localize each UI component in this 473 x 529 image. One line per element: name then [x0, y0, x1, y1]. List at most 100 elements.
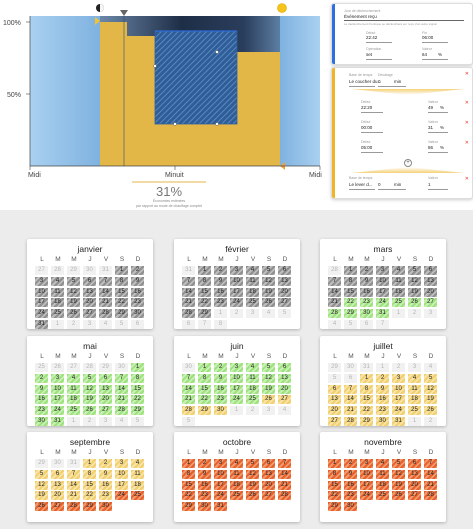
calendar-day[interactable]: 29	[360, 417, 373, 426]
calendar-day[interactable]: 28	[424, 491, 437, 501]
calendar-day[interactable]: 24	[115, 491, 128, 501]
calendar-day[interactable]: 13	[83, 287, 96, 297]
calendar-day[interactable]: 27	[328, 417, 341, 426]
calendar-day[interactable]: 12	[262, 276, 275, 286]
calendar-day[interactable]: 15	[328, 480, 341, 490]
calendar-day[interactable]: 6	[424, 266, 437, 275]
offset-input[interactable]: 0	[378, 79, 381, 84]
calendar-day[interactable]: 28	[99, 309, 112, 319]
calendar-day[interactable]: 12	[408, 276, 421, 286]
remove-row-4-icon[interactable]: ✕	[464, 140, 469, 146]
calendar-day[interactable]: 29	[131, 406, 144, 416]
calendar-day[interactable]: 24	[392, 406, 405, 416]
calendar-day[interactable]: 26	[262, 395, 275, 405]
ref-select[interactable]: Le coucher du...	[349, 79, 382, 84]
calendar-day[interactable]: 30	[214, 406, 227, 416]
calendar-day[interactable]: 4	[67, 373, 80, 383]
calendar-day[interactable]: 27	[83, 309, 96, 319]
calendar-day[interactable]: 25	[230, 491, 243, 501]
calendar-day[interactable]: 29	[83, 502, 96, 512]
calendar-day[interactable]: 27	[424, 298, 437, 308]
calendar-day[interactable]: 12	[83, 384, 96, 394]
calendar-day[interactable]: 19	[262, 287, 275, 297]
calendar-day[interactable]: 15	[83, 480, 96, 490]
calendar-day[interactable]: 4	[230, 459, 243, 468]
calendar-day[interactable]: 11	[376, 469, 389, 479]
calendar-day[interactable]: 10	[35, 287, 48, 297]
calendar-day[interactable]: 19	[35, 491, 48, 501]
calendar-day[interactable]: 18	[392, 287, 405, 297]
calendar-day[interactable]: 13	[424, 276, 437, 286]
calendar-day[interactable]: 4	[131, 459, 144, 468]
calendar-day[interactable]: 13	[262, 469, 275, 479]
calendar-day[interactable]: 22	[360, 406, 373, 416]
calendar-day[interactable]: 29	[182, 502, 195, 512]
operation-select[interactable]: set	[366, 52, 373, 57]
calendar-day[interactable]: 16	[214, 287, 227, 297]
calendar-day[interactable]: 20	[99, 395, 112, 405]
calendar-day[interactable]: 16	[198, 480, 211, 490]
calendar-day[interactable]: 15	[182, 480, 195, 490]
calendar-day[interactable]: 4	[392, 266, 405, 275]
calendar-day[interactable]: 19	[67, 298, 80, 308]
calendar-day[interactable]: 30	[376, 417, 389, 426]
calendar-day[interactable]: 23	[376, 406, 389, 416]
calendar-day[interactable]: 27	[408, 491, 421, 501]
calendar-day[interactable]: 14	[328, 287, 341, 297]
calendar-day[interactable]: 21	[115, 395, 128, 405]
calendar-day[interactable]: 18	[408, 395, 421, 405]
calendar-day[interactable]: 22	[328, 491, 341, 501]
row1-value-input[interactable]: 49	[428, 105, 434, 110]
calendar-day[interactable]: 19	[83, 395, 96, 405]
remove-row-5-icon[interactable]: ✕	[464, 176, 469, 182]
calendar-day[interactable]: 26	[246, 491, 259, 501]
end-value-input[interactable]: 1	[428, 182, 431, 187]
ref2-select[interactable]: Le lever d...	[349, 182, 373, 187]
calendar-day[interactable]: 12	[246, 469, 259, 479]
calendar-day[interactable]: 9	[214, 373, 227, 383]
calendar-day[interactable]: 17	[51, 395, 64, 405]
calendar-day[interactable]: 7	[278, 459, 291, 468]
calendar-day[interactable]: 20	[328, 406, 341, 416]
calendar-day[interactable]: 10	[214, 469, 227, 479]
calendar-day[interactable]: 20	[278, 287, 291, 297]
calendar-day[interactable]: 31	[214, 502, 227, 512]
row3-time-input[interactable]: 05:00	[361, 145, 373, 150]
calendar-day[interactable]: 23	[198, 491, 211, 501]
calendar-day[interactable]: 9	[376, 384, 389, 394]
calendar-day[interactable]: 17	[392, 395, 405, 405]
calendar-day[interactable]: 9	[360, 276, 373, 286]
calendar-day[interactable]: 14	[424, 469, 437, 479]
calendar-day[interactable]: 26	[408, 298, 421, 308]
calendar-day[interactable]: 5	[392, 459, 405, 468]
start-input[interactable]: 22:42	[366, 35, 378, 40]
calendar-day[interactable]: 4	[408, 373, 421, 383]
remove-row-2-icon[interactable]: ✕	[464, 100, 469, 106]
calendar-day[interactable]: 30	[198, 502, 211, 512]
calendar-day[interactable]: 5	[246, 459, 259, 468]
offset2-input[interactable]: 0	[378, 182, 381, 187]
row3-value-input[interactable]: 86	[428, 145, 434, 150]
calendar-day[interactable]: 19	[408, 287, 421, 297]
calendar-day[interactable]: 15	[198, 384, 211, 394]
calendar-day[interactable]: 26	[35, 502, 48, 512]
calendar-day[interactable]: 20	[83, 298, 96, 308]
calendar-day[interactable]: 21	[182, 298, 195, 308]
calendar-day[interactable]: 2	[99, 459, 112, 468]
calendar-day[interactable]: 15	[115, 287, 128, 297]
calendar-day[interactable]: 3	[35, 276, 48, 286]
calendar-day[interactable]: 15	[360, 395, 373, 405]
calendar-day[interactable]: 18	[230, 480, 243, 490]
calendar-day[interactable]: 10	[115, 469, 128, 479]
calendar-day[interactable]: 22	[115, 298, 128, 308]
calendar-day[interactable]: 7	[182, 373, 195, 383]
calendar-day[interactable]: 1	[182, 459, 195, 468]
calendar-day[interactable]: 11	[392, 276, 405, 286]
calendar-day[interactable]: 5	[262, 266, 275, 275]
calendar-day[interactable]: 27	[278, 395, 291, 405]
calendar-day[interactable]: 19	[246, 480, 259, 490]
calendar-day[interactable]: 25	[51, 309, 64, 319]
calendar-day[interactable]: 16	[214, 384, 227, 394]
calendar-day[interactable]: 7	[115, 373, 128, 383]
calendar-day[interactable]: 25	[246, 395, 259, 405]
